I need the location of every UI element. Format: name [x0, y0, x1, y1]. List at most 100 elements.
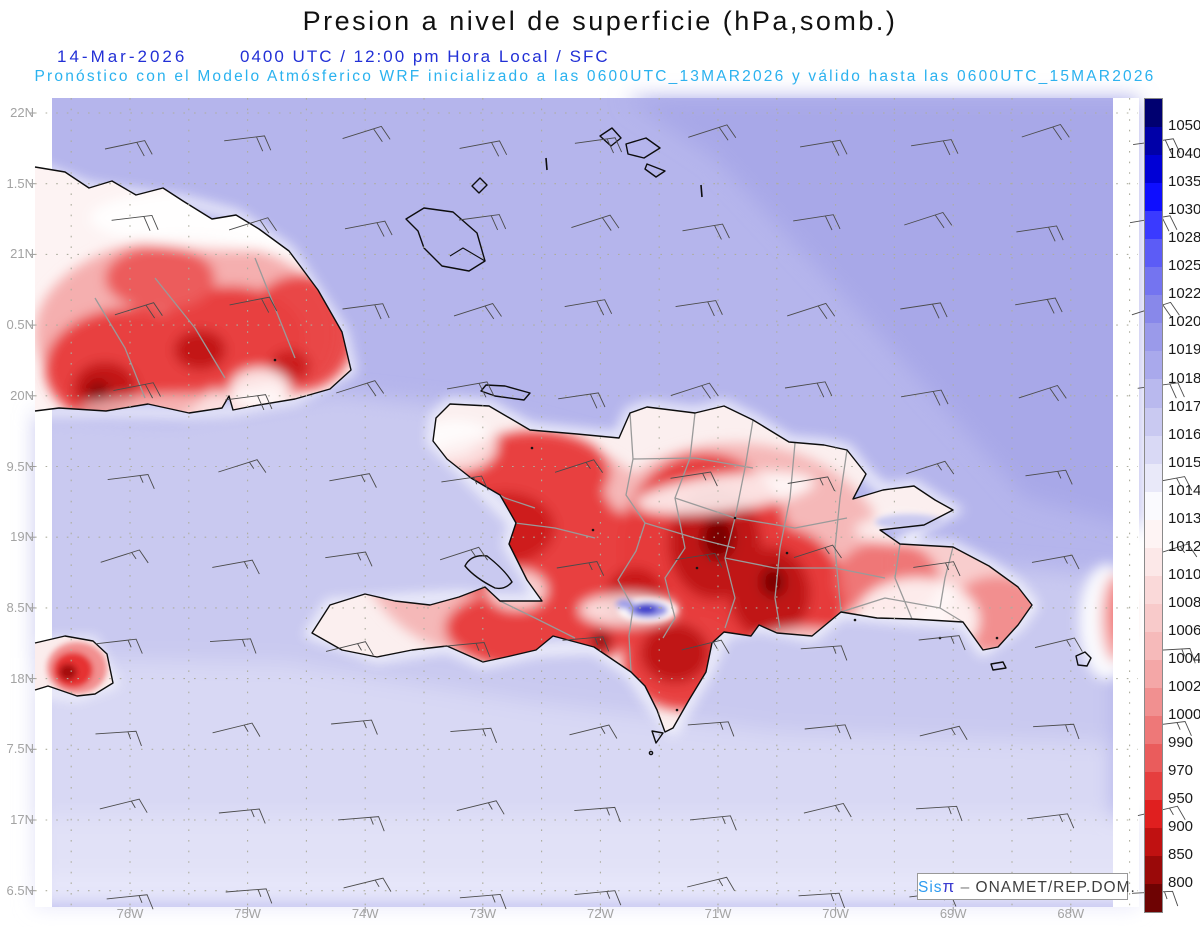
- wind-barb: [458, 214, 507, 231]
- lon-label: 73W: [469, 906, 497, 921]
- wind-barb: [558, 392, 606, 409]
- caicos-island: [599, 127, 622, 147]
- wind-barb: [793, 544, 842, 559]
- colorbar-segment: [1145, 323, 1162, 352]
- wind-barb: [209, 638, 257, 654]
- great-inagua-island: [405, 207, 486, 272]
- colorbar-tick: 1013: [1168, 509, 1200, 527]
- colorbar-tick: 1019: [1168, 341, 1200, 359]
- colorbar-segment: [1145, 828, 1162, 857]
- wind-barb: [1018, 384, 1067, 402]
- colorbar-segment: [1145, 631, 1162, 660]
- colorbar-segment: [1145, 379, 1162, 408]
- lon-label: 71W: [704, 906, 732, 921]
- wind-barb: [1033, 723, 1080, 740]
- colorbar-tick: 1016: [1168, 425, 1200, 443]
- attribution-pi-logo: π: [942, 877, 956, 896]
- colorbar-tick: 970: [1168, 762, 1194, 780]
- wind-barb: [670, 382, 719, 399]
- wind-barb: [688, 124, 737, 141]
- wind-barb: [687, 721, 735, 737]
- lat-label: 22N: [10, 105, 34, 120]
- lat-label: 17N: [10, 812, 34, 827]
- wind-barb: [674, 552, 723, 568]
- colorbar-tick: 850: [1168, 846, 1194, 864]
- wind-barb: [800, 645, 848, 661]
- wind-barb: [556, 561, 605, 576]
- wind-barb: [564, 299, 613, 316]
- beata-island: [651, 730, 664, 744]
- lat-label: 7.5N: [6, 741, 34, 757]
- wind-barb: [574, 806, 621, 823]
- wind-barb: [224, 135, 272, 152]
- coastlines: [34, 127, 1092, 756]
- wind-barb: [1034, 637, 1083, 652]
- wind-barb: [913, 561, 961, 577]
- wind-barb: [441, 475, 489, 491]
- wind-barb: [918, 635, 966, 651]
- wind-barb: [99, 798, 148, 813]
- wind-barb: [450, 727, 497, 743]
- wind-barb: [1027, 813, 1075, 829]
- wind-barb: [225, 888, 273, 904]
- wind-barb: [675, 300, 723, 317]
- colorbar-tick: 1006: [1168, 621, 1200, 639]
- colorbar-tick: 1028: [1168, 229, 1200, 247]
- colorbar-tick: 800: [1168, 874, 1194, 892]
- colorbar-tick: 1017: [1168, 397, 1200, 415]
- wind-barb: [114, 302, 163, 319]
- colorbar-segment: [1145, 463, 1162, 492]
- attribution-product: Sis: [918, 879, 943, 896]
- lat-label: 8.5N: [6, 599, 34, 615]
- lon-label: 70W: [822, 906, 849, 921]
- wind-barb: [787, 302, 836, 320]
- lat-label: 1.5N: [6, 175, 34, 191]
- chart-title: Presion a nivel de superficie (hPa,somb.…: [302, 6, 898, 36]
- colorbar-tick: 1020: [1168, 313, 1200, 331]
- wind-barb: [901, 389, 949, 406]
- wind-barb: [325, 641, 374, 656]
- lat-label: 19N: [10, 529, 34, 545]
- weather-map: [30, 98, 1198, 913]
- wind-barb: [228, 217, 277, 234]
- lon-label: 72W: [587, 906, 614, 921]
- colorbar-tick: 1018: [1168, 369, 1200, 387]
- wind-barb: [1025, 469, 1073, 485]
- colorbar-segment: [1145, 295, 1162, 324]
- forecast-valid-time: 0400 UTC / 12:00 pm Hora Local / SFC: [240, 47, 610, 66]
- colorbar-tick: 1030: [1168, 201, 1200, 219]
- wind-barb: [574, 890, 622, 906]
- wind-barb: [107, 474, 155, 489]
- attribution-box: Sisπ – ONAMET/REP.DOM.: [917, 873, 1135, 900]
- wind-barb: [574, 137, 623, 154]
- tortuga-island: [480, 384, 531, 401]
- map-area: Sisπ – ONAMET/REP.DOM.: [30, 98, 1198, 913]
- lat-label: 18N: [10, 670, 34, 686]
- colorbar-tick: 1002: [1168, 678, 1200, 696]
- colorbar-tick: 990: [1168, 734, 1194, 752]
- wind-barb: [342, 125, 391, 143]
- wind-barb: [562, 636, 610, 652]
- lon-label: 75W: [234, 906, 261, 921]
- wind-barb: [218, 459, 267, 473]
- wind-barb: [331, 719, 378, 735]
- colorbar-segment: [1145, 856, 1162, 885]
- colorbar-segment: [1145, 547, 1162, 576]
- wind-barb: [104, 140, 153, 157]
- wind-barb: [1031, 554, 1080, 570]
- lat-label: 21N: [10, 246, 34, 262]
- colorbar-tick: 1035: [1168, 173, 1200, 191]
- colorbar-segment: [1145, 435, 1162, 464]
- wind-barb: [904, 211, 953, 229]
- wind-barb: [670, 471, 718, 487]
- wind-barb: [1129, 215, 1178, 232]
- lat-label: 0.5N: [6, 317, 34, 333]
- lon-label: 69W: [939, 906, 967, 921]
- colorbar-tick: 1014: [1168, 481, 1200, 499]
- colorbar-tick: 1015: [1168, 453, 1200, 471]
- colorbar-segment: [1145, 716, 1162, 745]
- wind-barb: [682, 223, 730, 240]
- wind-barb: [113, 382, 161, 399]
- little-inagua-island: [471, 177, 488, 194]
